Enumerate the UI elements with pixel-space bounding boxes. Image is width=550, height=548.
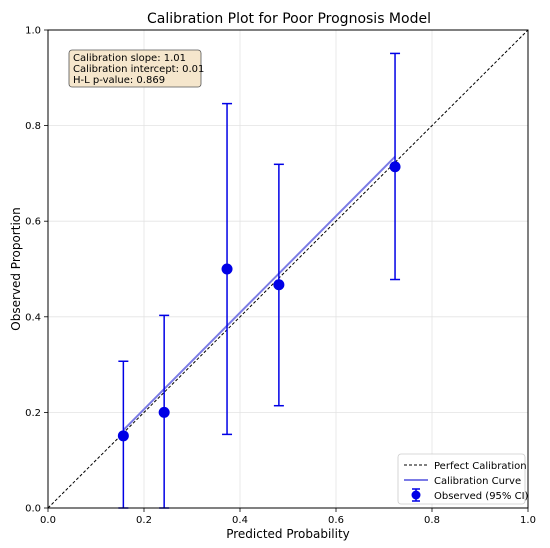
observed-point bbox=[117, 360, 129, 509]
y-tick-label: 0.0 bbox=[25, 504, 41, 515]
x-tick-label: 0.8 bbox=[424, 515, 440, 526]
observed-point bbox=[273, 163, 285, 407]
stats-box: Calibration slope: 1.01 Calibration inte… bbox=[68, 49, 204, 88]
plot-series bbox=[47, 29, 529, 509]
legend-label-curve: Calibration Curve bbox=[434, 476, 521, 487]
legend-swatch-marker bbox=[411, 490, 421, 500]
calibration-curve-line bbox=[122, 155, 396, 431]
observed-point bbox=[221, 102, 233, 436]
plot-frame bbox=[47, 29, 529, 509]
stats-line-intercept: Calibration intercept: 0.01 bbox=[73, 64, 204, 75]
legend-background bbox=[397, 453, 526, 505]
stats-line-pvalue: H-L p-value: 0.869 bbox=[73, 75, 165, 86]
legend: Perfect Calibration Calibration Curve Ob… bbox=[397, 453, 529, 505]
observed-point bbox=[389, 52, 401, 281]
observed-marker bbox=[221, 263, 233, 275]
y-tick-label: 0.8 bbox=[25, 121, 41, 132]
x-tick-label: 0.4 bbox=[232, 515, 248, 526]
perfect-calibration-line bbox=[47, 29, 529, 509]
observed-marker bbox=[273, 279, 285, 291]
x-tick-label: 0.6 bbox=[328, 515, 344, 526]
chart-title: Calibration Plot for Poor Prognosis Mode… bbox=[147, 11, 431, 27]
observed-marker bbox=[158, 406, 170, 418]
y-tick-label: 1.0 bbox=[25, 26, 41, 37]
stats-line-slope: Calibration slope: 1.01 bbox=[73, 53, 186, 64]
y-axis-label: Observed Proportion bbox=[9, 207, 23, 330]
observed-point bbox=[158, 314, 170, 509]
x-tick-label: 0.0 bbox=[40, 515, 56, 526]
legend-label-observed: Observed (95% CI) bbox=[434, 491, 529, 502]
y-tick-label: 0.6 bbox=[25, 217, 41, 228]
axis-ticks: 0.0 0.2 0.4 0.6 0.8 1.0 0.0 0.2 0.4 0.6 0.8 1.0 bbox=[25, 26, 536, 527]
x-axis-label: Predicted Probability bbox=[226, 527, 350, 541]
stats-box-background bbox=[68, 49, 202, 88]
x-tick-label: 1.0 bbox=[520, 515, 536, 526]
y-tick-label: 0.2 bbox=[25, 408, 41, 419]
legend-label-perfect: Perfect Calibration bbox=[434, 461, 527, 472]
observed-marker bbox=[389, 161, 401, 173]
y-tick-label: 0.4 bbox=[25, 312, 41, 323]
x-tick-label: 0.2 bbox=[136, 515, 152, 526]
observed-marker bbox=[117, 430, 129, 442]
